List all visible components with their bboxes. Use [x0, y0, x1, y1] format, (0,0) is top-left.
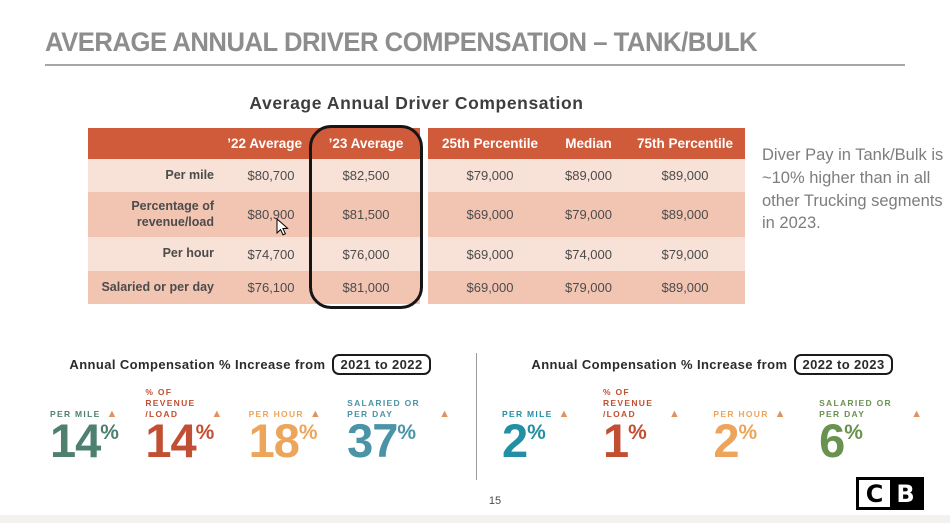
stat-value: 2% [502, 414, 546, 468]
up-triangle-icon: ▲ [439, 408, 450, 421]
stat-value: 1% [602, 414, 647, 468]
header-23-average: ’23 Average [312, 128, 420, 159]
stat-label: PER MILE [50, 409, 101, 420]
section-increase-2021-2022: Annual Compensation % Increase from 2021… [40, 354, 460, 468]
header-75th-percentile: 75th Percentile [625, 128, 745, 159]
compensation-table: ’22 Average ’23 Average 25th Percentile … [88, 125, 745, 309]
stat-label: SALARIED OR PER DAY [347, 398, 420, 420]
stats-row: PER MILE ▲ 14% % OF REVENUE /LOAD ▲ 14% … [40, 387, 460, 468]
stats-row: PER MILE ▲ 2% % OF REVENUE /LOAD ▲ 1% PE… [492, 387, 932, 468]
stat-value: 6% [819, 414, 863, 468]
table-title: Average Annual Driver Compensation [249, 93, 584, 113]
stat-per-hour: PER HOUR ▲ 2% [713, 408, 786, 468]
up-triangle-icon: ▲ [668, 408, 680, 421]
boxed-years: 2021 to 2022 [332, 354, 431, 375]
column-gap [420, 192, 428, 237]
up-triangle-icon: ▲ [774, 408, 786, 421]
table-cell: $79,000 [625, 237, 745, 271]
slide-title: AVERAGE ANNUAL DRIVER COMPENSATION – TAN… [45, 27, 758, 57]
header-spacer [88, 128, 230, 159]
stat-salaried-per-day: SALARIED OR PER DAY ▲ 37% [347, 398, 450, 468]
stat-label: PER MILE [502, 409, 553, 420]
table-cell: $76,100 [230, 271, 312, 304]
row-label: Salaried or per day [88, 271, 230, 304]
column-gap [420, 237, 428, 271]
logo-letter-c: C [859, 480, 890, 507]
stat-revenue-load: % OF REVENUE /LOAD ▲ 14% [145, 387, 223, 468]
row-label: Per hour [88, 237, 230, 271]
stat-value: 18% [248, 414, 318, 468]
table-cell: $79,000 [552, 271, 625, 304]
stat-label: % OF REVENUE /LOAD [602, 387, 654, 420]
table-cell: $89,000 [625, 159, 745, 192]
stat-value: 14% [50, 414, 119, 468]
stat-per-mile: PER MILE ▲ 14% [50, 408, 119, 468]
table-cell: $79,000 [552, 192, 625, 237]
table-cell: $81,000 [312, 271, 420, 304]
table-cell: $81,500 [312, 192, 420, 237]
heading-prefix: Annual Compensation % Increase from [69, 357, 326, 372]
table-row-per-hour: Per hour $74,700 $76,000 $69,000 $74,000… [88, 237, 745, 271]
stat-per-mile: PER MILE ▲ 2% [502, 408, 570, 468]
section-divider [476, 353, 477, 480]
boxed-years: 2022 to 2023 [794, 354, 893, 375]
table-row-per-mile: Per mile $80,700 $82,500 $79,000 $89,000… [88, 159, 745, 192]
stat-label: % OF REVENUE /LOAD [145, 387, 196, 420]
up-triangle-icon: ▲ [106, 408, 118, 421]
stat-revenue-load: % OF REVENUE /LOAD ▲ 1% [602, 387, 680, 468]
up-triangle-icon: ▲ [211, 408, 223, 421]
section-heading: Annual Compensation % Increase from 2022… [492, 354, 932, 375]
title-underline [45, 64, 905, 66]
column-gap [420, 128, 428, 159]
table-cell: $69,000 [428, 237, 552, 271]
table-cell: $69,000 [428, 192, 552, 237]
mouse-cursor-icon [276, 218, 289, 236]
column-gap [420, 271, 428, 304]
header-22-average: ’22 Average [227, 128, 312, 159]
stat-label: PER HOUR [248, 409, 304, 420]
side-note: Diver Pay in Tank/Bulk is ~10% higher th… [762, 146, 944, 233]
logo-letter-b: B [890, 480, 921, 507]
table-header-row: ’22 Average ’23 Average 25th Percentile … [88, 128, 745, 159]
stat-salaried-per-day: SALARIED OR PER DAY ▲ 6% [819, 398, 922, 468]
page-number: 15 [488, 495, 502, 507]
section-heading: Annual Compensation % Increase from 2021… [40, 354, 460, 375]
table-cell: $74,700 [230, 237, 312, 271]
table-cell: $69,000 [428, 271, 552, 304]
table-cell: $80,700 [230, 159, 312, 192]
section-increase-2022-2023: Annual Compensation % Increase from 2022… [492, 354, 932, 468]
up-triangle-icon: ▲ [558, 408, 570, 421]
table-cell: $89,000 [625, 192, 745, 237]
table-cell: $82,500 [312, 159, 420, 192]
stat-value: 2% [713, 414, 758, 468]
column-gap [420, 159, 428, 192]
stat-value: 37% [347, 414, 417, 468]
row-label: Per mile [88, 159, 230, 192]
stat-label: PER HOUR [713, 409, 769, 420]
table-cell: $89,000 [552, 159, 625, 192]
up-triangle-icon: ▲ [309, 408, 321, 421]
cb-logo: C B [856, 477, 924, 510]
table-row-percentage-revenue-load: Percentage of revenue/load $80,900 $81,5… [88, 192, 745, 237]
heading-prefix: Annual Compensation % Increase from [531, 357, 788, 372]
table-cell: $76,000 [312, 237, 420, 271]
table-cell: $89,000 [625, 271, 745, 304]
up-triangle-icon: ▲ [911, 408, 922, 421]
stat-label: SALARIED OR PER DAY [819, 398, 892, 420]
table-cell: $79,000 [428, 159, 552, 192]
stat-per-hour: PER HOUR ▲ 18% [248, 408, 321, 468]
bottom-strip [0, 515, 950, 523]
table-row-salaried-per-day: Salaried or per day $76,100 $81,000 $69,… [88, 271, 745, 304]
table-cell: $80,900 [230, 192, 312, 237]
stat-value: 14% [145, 414, 215, 468]
row-label: Percentage of revenue/load [88, 192, 230, 237]
header-median: Median [552, 128, 625, 159]
table-cell: $74,000 [552, 237, 625, 271]
header-25th-percentile: 25th Percentile [428, 128, 552, 159]
